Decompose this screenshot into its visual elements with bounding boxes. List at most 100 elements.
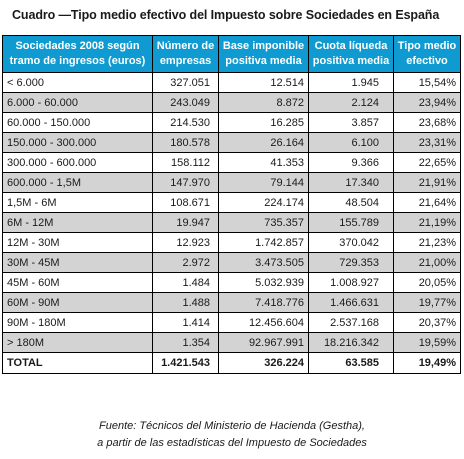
cuota-cell: 2.537.168	[308, 312, 394, 333]
empresas-cell: 158.112	[152, 152, 219, 173]
table-row: 6.000 - 60.000 243.049 8.872 2.124 23,94%	[2, 92, 461, 113]
empresas-cell: 1.488	[152, 292, 219, 313]
range-cell: 150.000 - 300.000	[2, 132, 153, 153]
tipo-cell: 23,68%	[393, 112, 461, 133]
range-cell: 30M - 45M	[2, 252, 153, 273]
range-cell: 300.000 - 600.000	[2, 152, 153, 173]
tipo-cell: 19,59%	[393, 332, 461, 353]
base-cell: 5.032.939	[218, 272, 309, 293]
tipo-cell: 15,54%	[393, 72, 461, 93]
table-body: < 6.000 327.051 12.514 1.945 15,54% 6.000 - 6…	[2, 72, 461, 374]
table-row: 150.000 - 300.000 180.578 26.164 6.100 23,31…	[2, 132, 461, 153]
source-line-1: Fuente: Técnicos del Ministerio de Hacie…	[99, 420, 365, 432]
table-row: 300.000 - 600.000 158.112 41.353 9.366 22,65…	[2, 152, 461, 173]
source-line-2: a partir de las estadísticas del Impuest…	[97, 437, 367, 449]
empresas-cell: 19.947	[152, 212, 219, 233]
range-cell: 45M - 60M	[2, 272, 153, 293]
cuota-cell: 3.857	[308, 112, 394, 133]
range-cell: 6M - 12M	[2, 212, 153, 233]
table-row: 600.000 - 1,5M 147.970 79.144 17.340 21,91%	[2, 172, 461, 193]
table-row: 45M - 60M 1.484 5.032.939 1.008.927 20,05%	[2, 272, 461, 293]
empresas-cell: 147.970	[152, 172, 219, 193]
table-row: 60M - 90M 1.488 7.418.776 1.466.631 19,77%	[2, 292, 461, 313]
base-cell: 16.285	[218, 112, 309, 133]
empresas-cell: 214.530	[152, 112, 219, 133]
tipo-cell: 20,37%	[393, 312, 461, 333]
column-header-cuota: Cuota líqueda positiva media	[308, 35, 394, 73]
table-row: 60.000 - 150.000 214.530 16.285 3.857 23,68%	[2, 112, 461, 133]
tipo-cell: 20,05%	[393, 272, 461, 293]
cuota-cell: 6.100	[308, 132, 394, 153]
total-empresas-cell: 1.421.543	[152, 352, 219, 374]
cuota-cell: 1.008.927	[308, 272, 394, 293]
range-cell: 600.000 - 1,5M	[2, 172, 153, 193]
table-row: 6M - 12M 19.947 735.357 155.789 21,19%	[2, 212, 461, 233]
cuota-cell: 155.789	[308, 212, 394, 233]
table-total-row: TOTAL 1.421.543 326.224 63.585 19,49%	[2, 352, 461, 374]
range-cell: 60M - 90M	[2, 292, 153, 313]
tax-rate-table: Sociedades 2008 según tramo de ingresos …	[2, 35, 461, 374]
tipo-cell: 21,00%	[393, 252, 461, 273]
range-cell: 60.000 - 150.000	[2, 112, 153, 133]
table-row: 30M - 45M 2.972 3.473.505 729.353 21,00%	[2, 252, 461, 273]
base-cell: 7.418.776	[218, 292, 309, 313]
range-cell: 1,5M - 6M	[2, 192, 153, 213]
tipo-cell: 23,94%	[393, 92, 461, 113]
column-header-base: Base imponible positiva media	[218, 35, 309, 73]
empresas-cell: 1.484	[152, 272, 219, 293]
tipo-cell: 21,91%	[393, 172, 461, 193]
total-tipo-cell: 19,49%	[393, 352, 461, 374]
empresas-cell: 1.414	[152, 312, 219, 333]
total-base-cell: 326.224	[218, 352, 309, 374]
empresas-cell: 2.972	[152, 252, 219, 273]
tipo-cell: 19,77%	[393, 292, 461, 313]
base-cell: 735.357	[218, 212, 309, 233]
base-cell: 12.456.604	[218, 312, 309, 333]
tipo-cell: 22,65%	[393, 152, 461, 173]
total-label-cell: TOTAL	[2, 352, 153, 374]
cuota-cell: 370.042	[308, 232, 394, 253]
range-cell: 12M - 30M	[2, 232, 153, 253]
base-cell: 79.144	[218, 172, 309, 193]
cuota-cell: 729.353	[308, 252, 394, 273]
column-header-tipo: Tipo medio efectivo	[393, 35, 461, 73]
cuota-cell: 48.504	[308, 192, 394, 213]
empresas-cell: 180.578	[152, 132, 219, 153]
tipo-cell: 23,31%	[393, 132, 461, 153]
column-header-empresas: Número de empresas	[152, 35, 219, 73]
total-cuota-cell: 63.585	[308, 352, 394, 374]
empresas-cell: 243.049	[152, 92, 219, 113]
cuota-cell: 1.945	[308, 72, 394, 93]
base-cell: 8.872	[218, 92, 309, 113]
range-cell: < 6.000	[2, 72, 153, 93]
range-cell: 6.000 - 60.000	[2, 92, 153, 113]
empresas-cell: 1.354	[152, 332, 219, 353]
table-row: 1,5M - 6M 108.671 224.174 48.504 21,64%	[2, 192, 461, 213]
table-row: > 180M 1.354 92.967.991 18.216.342 19,59%	[2, 332, 461, 353]
base-cell: 41.353	[218, 152, 309, 173]
base-cell: 224.174	[218, 192, 309, 213]
column-header-range: Sociedades 2008 según tramo de ingresos …	[2, 35, 153, 73]
empresas-cell: 327.051	[152, 72, 219, 93]
cuota-cell: 1.466.631	[308, 292, 394, 313]
page-title: Cuadro —Tipo medio efectivo del Impuesto…	[12, 8, 440, 22]
cuota-cell: 9.366	[308, 152, 394, 173]
table-row: < 6.000 327.051 12.514 1.945 15,54%	[2, 72, 461, 93]
table-header-row: Sociedades 2008 según tramo de ingresos …	[2, 35, 461, 73]
cuota-cell: 2.124	[308, 92, 394, 113]
range-cell: 90M - 180M	[2, 312, 153, 333]
table-row: 12M - 30M 12.923 1.742.857 370.042 21,23%	[2, 232, 461, 253]
base-cell: 1.742.857	[218, 232, 309, 253]
base-cell: 92.967.991	[218, 332, 309, 353]
table-row: 90M - 180M 1.414 12.456.604 2.537.168 20,37%	[2, 312, 461, 333]
range-cell: > 180M	[2, 332, 153, 353]
cuota-cell: 18.216.342	[308, 332, 394, 353]
empresas-cell: 12.923	[152, 232, 219, 253]
tipo-cell: 21,19%	[393, 212, 461, 233]
tipo-cell: 21,64%	[393, 192, 461, 213]
cuota-cell: 17.340	[308, 172, 394, 193]
base-cell: 26.164	[218, 132, 309, 153]
base-cell: 3.473.505	[218, 252, 309, 273]
empresas-cell: 108.671	[152, 192, 219, 213]
base-cell: 12.514	[218, 72, 309, 93]
